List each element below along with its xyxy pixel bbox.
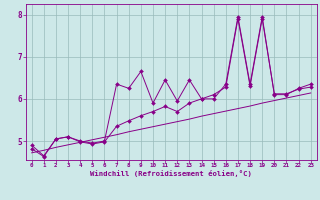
X-axis label: Windchill (Refroidissement éolien,°C): Windchill (Refroidissement éolien,°C) [90,170,252,177]
